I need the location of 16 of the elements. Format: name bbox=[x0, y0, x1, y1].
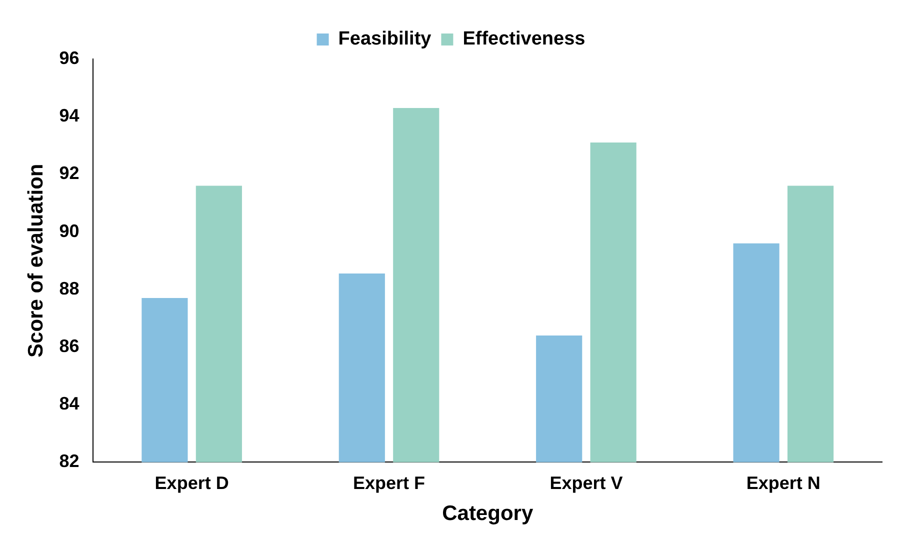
legend-label: Feasibility bbox=[338, 28, 432, 50]
x-tick-label: Expert F bbox=[353, 472, 426, 493]
y-tick-label: 94 bbox=[59, 106, 80, 126]
y-tick-label: 92 bbox=[59, 163, 80, 184]
y-tick-label: 90 bbox=[59, 220, 80, 241]
x-tick-label: Expert N bbox=[746, 472, 820, 493]
x-tick-label: Expert D bbox=[154, 472, 229, 493]
x-tick-label: Expert V bbox=[550, 472, 623, 493]
legend-label: Effectiveness bbox=[462, 28, 586, 50]
x-axis-title: Category bbox=[442, 502, 534, 526]
y-tick-label: 84 bbox=[59, 394, 80, 414]
y-tick-label: 96 bbox=[59, 48, 80, 68]
y-axis-title: Score of evaluation bbox=[24, 164, 48, 358]
y-tick-label: 88 bbox=[59, 278, 80, 298]
y-tick-label: 86 bbox=[59, 336, 80, 356]
y-tick-label: 82 bbox=[59, 451, 80, 472]
